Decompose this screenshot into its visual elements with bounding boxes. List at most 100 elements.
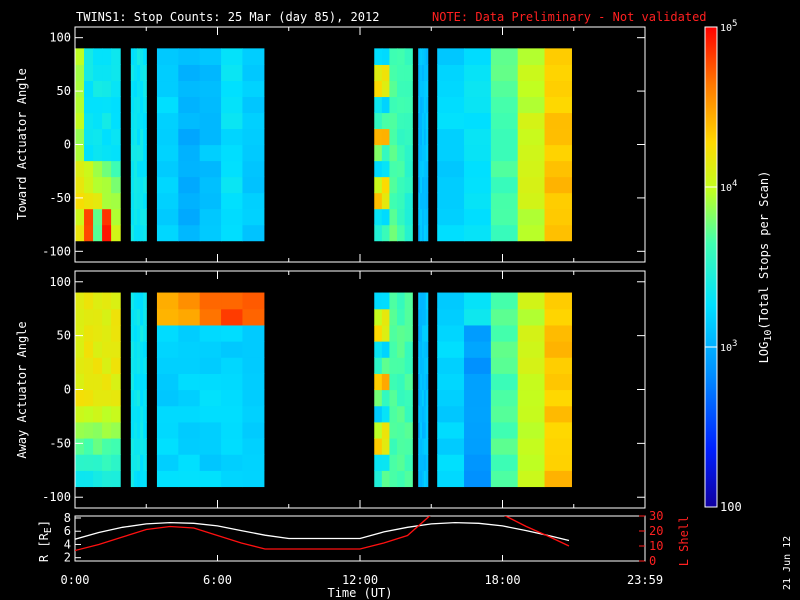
heatmap-cell bbox=[420, 373, 423, 391]
heatmap-cell bbox=[420, 128, 423, 146]
heatmap-cell bbox=[156, 389, 179, 407]
heatmap-cell bbox=[464, 176, 492, 194]
heatmap-cell bbox=[221, 389, 244, 407]
xlabel-time: Time (UT) bbox=[327, 586, 392, 600]
heatmap-cell bbox=[199, 373, 222, 391]
heatmap-cell bbox=[425, 421, 429, 439]
ytick-label: 100 bbox=[49, 275, 71, 289]
heatmap-cell bbox=[423, 96, 427, 114]
heatmap-cell bbox=[381, 128, 391, 146]
heatmap-cell bbox=[199, 308, 222, 326]
heatmap-cell bbox=[420, 421, 423, 439]
heatmap-cell bbox=[130, 208, 135, 226]
heatmap-cell bbox=[544, 421, 572, 439]
heatmap-cell bbox=[544, 112, 572, 130]
heatmap-cell bbox=[437, 405, 465, 423]
heatmap-cell bbox=[544, 208, 572, 226]
heatmap-cell bbox=[111, 341, 121, 358]
heatmap-cell bbox=[133, 48, 138, 65]
heatmap-cell bbox=[178, 160, 201, 178]
heatmap-cell bbox=[389, 341, 398, 358]
heatmap-cell bbox=[140, 128, 144, 146]
heatmap-cell bbox=[178, 64, 201, 82]
heatmap-cell bbox=[420, 224, 423, 242]
orbit-lines bbox=[75, 516, 570, 552]
heatmap-cell bbox=[464, 308, 492, 326]
heatmap-cell bbox=[130, 389, 135, 407]
heatmap-cell bbox=[397, 192, 406, 210]
heatmap-cell bbox=[133, 470, 138, 488]
heatmap-cell bbox=[374, 357, 383, 374]
colorbar-tick-label: 105 bbox=[720, 19, 737, 34]
heatmap-cell bbox=[102, 324, 112, 342]
heatmap-cell bbox=[178, 373, 201, 391]
heatmap-cell bbox=[133, 421, 138, 439]
heatmap-cell bbox=[404, 357, 413, 374]
heatmap-cell bbox=[421, 437, 425, 455]
heatmap-cell bbox=[397, 144, 406, 162]
heatmap-cell bbox=[490, 48, 519, 65]
heatmap-cell bbox=[389, 308, 398, 326]
heatmap-cell bbox=[93, 144, 103, 162]
heatmap-cell bbox=[389, 437, 398, 455]
heatmap-cell bbox=[389, 373, 398, 391]
heatmap-cell bbox=[130, 292, 135, 310]
heatmap-cell bbox=[140, 112, 144, 130]
ylabel-top: Toward Actuator Angle bbox=[15, 68, 29, 220]
heatmap-cell bbox=[544, 308, 572, 326]
heatmap-cell bbox=[102, 192, 112, 210]
heatmap-cell bbox=[423, 112, 427, 130]
heatmap-cell bbox=[136, 308, 141, 326]
heatmap-cell bbox=[425, 389, 429, 407]
heatmap-cell bbox=[156, 48, 179, 65]
heatmap-cell bbox=[130, 192, 135, 210]
heatmap-cell bbox=[130, 324, 135, 342]
heatmap-cell bbox=[143, 437, 147, 455]
heatmap-cell bbox=[242, 160, 265, 178]
heatmap-cell bbox=[490, 128, 519, 146]
heatmap-cell bbox=[421, 324, 425, 342]
heatmap-cell bbox=[156, 373, 179, 391]
heatmap-cell bbox=[221, 112, 244, 130]
heatmap-cell bbox=[425, 224, 429, 242]
heatmap-cell bbox=[437, 64, 465, 82]
xtick-label: 6:00 bbox=[203, 573, 232, 587]
heatmap-cell bbox=[130, 224, 135, 242]
heatmap-cell bbox=[517, 112, 546, 130]
heatmap-cell bbox=[389, 176, 398, 194]
heatmap-cell bbox=[130, 373, 135, 391]
heatmap-cell bbox=[130, 112, 135, 130]
l-shell-series-line bbox=[75, 516, 570, 552]
heatmap-cell bbox=[136, 128, 141, 146]
heatmap-cell bbox=[517, 192, 546, 210]
heatmap-cell bbox=[143, 292, 147, 310]
heatmap-cell bbox=[490, 192, 519, 210]
heatmap-cell bbox=[389, 160, 398, 178]
heatmap-cell bbox=[389, 324, 398, 342]
heatmap-cell bbox=[143, 80, 147, 98]
heatmap-cell bbox=[84, 292, 94, 310]
heatmap-cell bbox=[221, 357, 244, 374]
heatmap-cell bbox=[136, 208, 141, 226]
heatmap-cell bbox=[425, 176, 429, 194]
heatmap-cell bbox=[221, 224, 244, 242]
heatmap-cell bbox=[111, 308, 121, 326]
heatmap-cell bbox=[221, 64, 244, 82]
heatmap-cell bbox=[425, 64, 429, 82]
heatmap-cell bbox=[374, 373, 383, 391]
heatmap-cell bbox=[437, 112, 465, 130]
heatmap-cell bbox=[437, 341, 465, 358]
heatmap-cell bbox=[421, 224, 425, 242]
heatmap-cell bbox=[397, 96, 406, 114]
heatmap-cell bbox=[421, 405, 425, 423]
heatmap-cell bbox=[544, 80, 572, 98]
heatmap-cell bbox=[397, 208, 406, 226]
heatmap-cell bbox=[381, 208, 391, 226]
heatmap-cell bbox=[418, 308, 421, 326]
heatmap-cell bbox=[156, 128, 179, 146]
heatmap-cell bbox=[397, 64, 406, 82]
heatmap-cell bbox=[437, 96, 465, 114]
heatmap-cell bbox=[420, 324, 423, 342]
heatmap-cell bbox=[490, 292, 519, 310]
heatmap-cell bbox=[143, 160, 147, 178]
